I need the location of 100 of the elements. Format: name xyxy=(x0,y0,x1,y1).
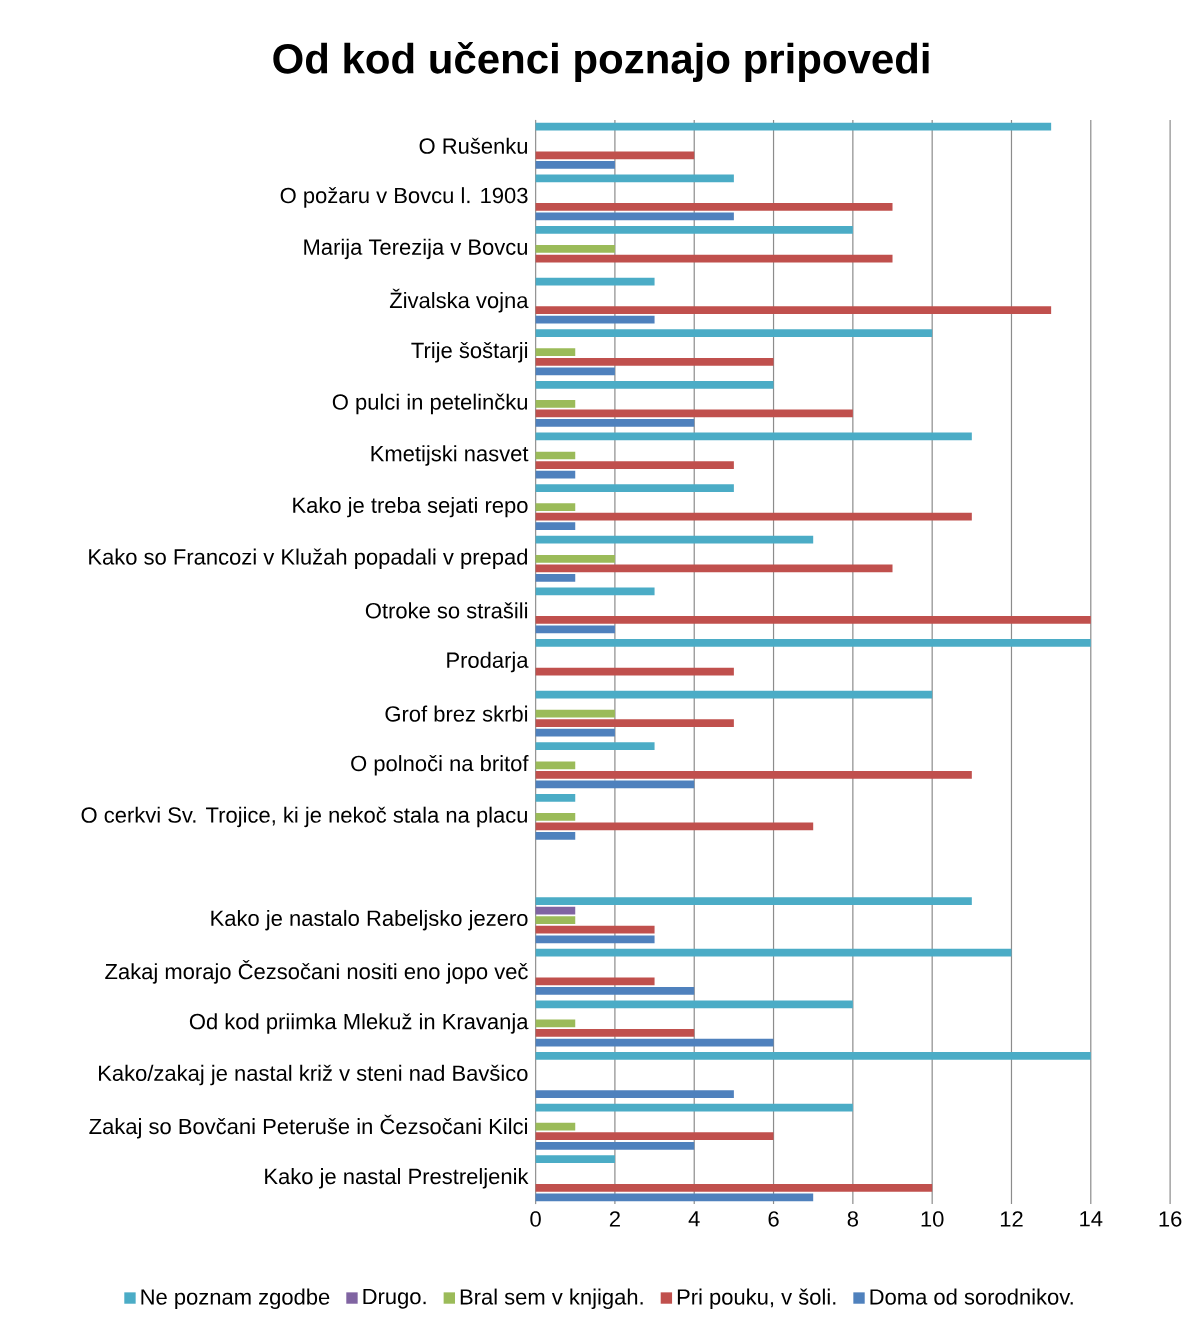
bar xyxy=(535,419,695,427)
y-tick-label: Kako je nastalo Rabeljsko jezero xyxy=(211,909,528,931)
bar xyxy=(535,667,734,676)
bar xyxy=(535,484,734,492)
bar xyxy=(535,925,655,934)
y-tick-label: O požaru v Bovcu l. 1903 xyxy=(280,187,528,208)
bar xyxy=(535,1141,695,1150)
x-tick-label: 14 xyxy=(1080,1211,1103,1227)
y-tick-label: O polnoči na britof xyxy=(351,755,529,776)
bar xyxy=(535,1132,774,1141)
legend-label: Bral sem v knjigah. xyxy=(460,1288,643,1310)
x-tick-label: 0 xyxy=(530,1211,541,1227)
bar xyxy=(535,432,972,441)
bar xyxy=(535,212,734,221)
bar xyxy=(535,793,576,802)
bar xyxy=(535,151,695,160)
bar xyxy=(535,348,576,357)
y-tick-label: Prodarja xyxy=(447,651,529,673)
bar xyxy=(535,315,655,324)
bar xyxy=(535,535,814,544)
bar xyxy=(535,616,1091,624)
legend-label: Pri pouku, v šoli. xyxy=(677,1288,836,1310)
y-tick-label: Grof brez skrbi xyxy=(385,705,528,722)
y-tick-label: O pulci in petelinčku xyxy=(332,393,527,415)
y-tick-label: Kako je nastal Prestreljenik xyxy=(265,1168,529,1189)
bar xyxy=(535,400,576,408)
bar xyxy=(535,1090,734,1099)
bar xyxy=(535,1038,774,1047)
y-tick-label: Zakaj morajo Čezsočani nositi eno jopo več xyxy=(105,959,528,984)
x-tick-label: 10 xyxy=(921,1211,944,1227)
bar xyxy=(535,822,814,831)
y-tick-label: Živalska vojna xyxy=(389,288,529,313)
bar xyxy=(535,761,576,770)
y-tick-label: Od kod priimka Mlekuž in Kravanja xyxy=(189,1013,529,1034)
x-tick-label: 6 xyxy=(768,1211,779,1227)
bar xyxy=(535,587,655,596)
legend-label: Drugo. xyxy=(363,1288,426,1309)
bar xyxy=(535,329,933,338)
bar xyxy=(535,625,615,634)
bar xyxy=(535,357,774,366)
x-tick-label: 12 xyxy=(1000,1211,1023,1227)
bar xyxy=(535,564,893,573)
y-tick-label: Otroke so strašili xyxy=(365,602,528,619)
legend-label: Doma od sorodnikov. xyxy=(870,1288,1073,1305)
bar xyxy=(535,742,655,751)
y-tick-label: Kako je treba sejati repo xyxy=(293,496,528,518)
bar xyxy=(535,948,1012,957)
bar xyxy=(535,639,1091,647)
legend-label: Ne poznam zgodbe xyxy=(141,1288,330,1310)
bar xyxy=(535,916,576,925)
bar xyxy=(535,461,734,469)
bar xyxy=(535,174,734,183)
bar xyxy=(535,122,1052,131)
y-tick-label: Kako so Francozi v Klužah popadali v prepad xyxy=(89,548,527,570)
bar xyxy=(535,367,615,376)
bar xyxy=(535,987,695,995)
bar xyxy=(535,409,853,418)
bar xyxy=(535,935,655,944)
bar xyxy=(535,832,576,840)
bar xyxy=(535,780,695,789)
bar xyxy=(535,380,774,389)
bar xyxy=(535,1052,1091,1060)
x-tick-label: 8 xyxy=(847,1211,858,1227)
bar xyxy=(535,1000,853,1009)
y-tick-label: O cerkvi Sv. Trojice, ki je nekoč stala na placu xyxy=(81,806,527,828)
y-tick-label: Marija Terezija v Bovcu xyxy=(304,238,527,260)
y-tick-label: Trije šoštarji xyxy=(411,341,527,363)
bar xyxy=(535,554,615,563)
bar xyxy=(535,203,893,211)
bar xyxy=(535,573,576,582)
bar xyxy=(535,719,734,728)
y-tick-label: Zakaj so Bovčani Peteruše in Čezsočani Kilci xyxy=(89,1114,527,1139)
y-tick-label: Kmetijski nasvet xyxy=(371,445,529,466)
bar xyxy=(535,690,933,699)
bar xyxy=(535,277,655,286)
bar xyxy=(535,512,972,521)
bar xyxy=(535,160,615,169)
bar xyxy=(535,1029,695,1037)
bar xyxy=(535,813,576,821)
bar xyxy=(535,728,615,737)
bar xyxy=(535,1183,933,1192)
x-tick-label: 4 xyxy=(688,1211,700,1227)
chart-title: Od kod učenci poznajo pripovedi xyxy=(273,41,929,82)
bar xyxy=(535,1155,615,1164)
bar xyxy=(535,1103,853,1112)
bar xyxy=(535,522,576,531)
y-tick-label: Kako/zakaj je nastal križ v steni nad Bavšico xyxy=(98,1064,528,1086)
bar xyxy=(535,306,1052,315)
x-tick-label: 2 xyxy=(609,1211,620,1227)
y-tick-label: O Rušenku xyxy=(419,137,527,154)
bar xyxy=(535,245,615,253)
bar xyxy=(535,226,853,234)
bar xyxy=(535,897,972,905)
bar xyxy=(535,503,576,511)
bar xyxy=(535,1122,576,1131)
x-tick-label: 16 xyxy=(1159,1211,1182,1227)
bar xyxy=(535,1193,814,1202)
bar xyxy=(535,770,972,779)
bar xyxy=(535,254,893,263)
bar xyxy=(535,709,615,718)
